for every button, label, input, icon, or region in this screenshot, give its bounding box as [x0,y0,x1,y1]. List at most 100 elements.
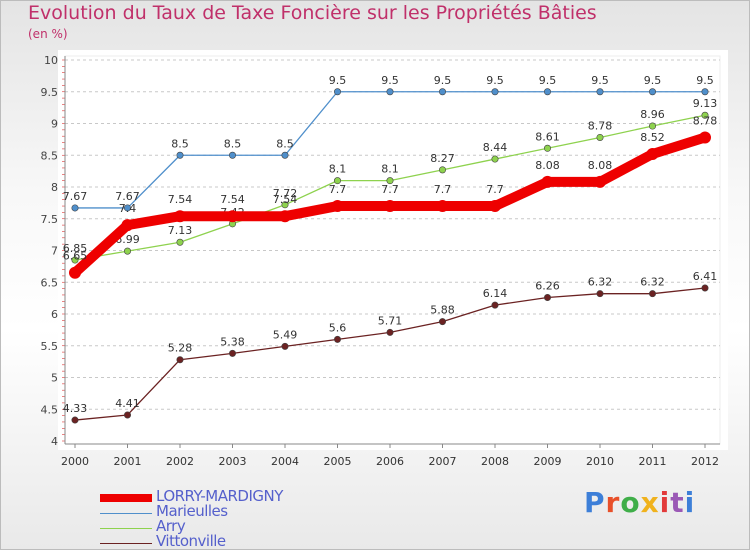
data-label-lorry-mardigny: 7.7 [329,183,347,196]
data-point-marieulles [596,88,604,96]
data-label-marieulles: 9.5 [591,74,609,87]
data-label-arry: 6.85 [63,242,88,255]
data-point-vittonville [386,328,394,336]
x-tick-label: 2000 [61,455,89,468]
data-point-arry [281,201,289,209]
data-point-lorry-mardigny [384,200,396,213]
legend-label-vittonville: Vittonville [156,532,226,550]
x-tick-label: 2005 [324,455,352,468]
y-tick-label: 7 [51,245,58,258]
data-label-vittonville: 5.71 [378,314,403,327]
x-tick-label: 2008 [481,455,509,468]
data-point-arry [438,166,446,174]
data-label-vittonville: 6.41 [693,270,718,283]
data-label-lorry-mardigny: 7.7 [381,183,399,196]
x-tick-label: 2009 [534,455,562,468]
data-point-lorry-mardigny [436,200,449,213]
y-tick-label: 6.5 [41,276,59,289]
data-label-vittonville: 6.14 [483,287,508,300]
y-tick-label: 9 [51,118,58,131]
data-label-vittonville: 5.28 [168,342,193,355]
data-label-arry: 8.78 [588,119,613,132]
data-label-lorry-mardigny: 7.4 [119,202,137,215]
chart-title: Evolution du Taux de Taxe Foncière sur l… [28,2,597,24]
y-tick-label: 4 [51,435,58,448]
data-point-vittonville [596,290,604,298]
data-label-vittonville: 5.6 [329,321,347,334]
data-point-lorry-mardigny [541,175,554,188]
data-point-marieulles [491,88,499,96]
data-point-lorry-mardigny [489,200,501,213]
data-label-arry: 8.1 [329,163,347,176]
data-label-marieulles: 7.67 [115,190,140,203]
y-tick-label: 7.5 [41,213,59,226]
data-point-vittonville [438,318,446,326]
data-label-marieulles: 9.5 [381,74,399,87]
legend-swatch-marieulles [100,513,152,514]
y-tick-label: 10 [44,54,58,67]
data-point-marieulles [281,151,289,159]
data-point-vittonville [71,416,79,424]
data-label-vittonville: 5.88 [430,304,455,317]
data-point-vittonville [701,284,709,292]
data-label-marieulles: 9.5 [539,74,557,87]
data-point-marieulles [386,88,394,96]
data-label-vittonville: 5.38 [220,335,245,348]
x-tick-label: 2002 [166,455,194,468]
data-label-marieulles: 8.5 [276,137,294,150]
x-tick-label: 2003 [219,455,247,468]
x-tick-label: 2012 [691,455,719,468]
data-point-marieulles [648,88,656,96]
data-label-arry: 8.27 [430,152,455,165]
data-point-marieulles [543,88,551,96]
data-point-marieulles [701,88,709,96]
data-label-vittonville: 4.33 [63,402,88,415]
data-point-arry [71,256,79,264]
data-label-marieulles: 8.5 [224,137,242,150]
data-point-lorry-mardigny [69,266,81,279]
x-tick-label: 2007 [429,455,457,468]
proxiti-logo: Proxiti [584,486,696,519]
data-point-lorry-mardigny [646,147,659,160]
data-label-lorry-mardigny: 8.08 [535,159,560,172]
data-label-arry: 8.44 [483,141,508,154]
data-point-arry [701,111,709,119]
y-tick-label: 9.5 [41,86,59,99]
data-label-arry: 9.13 [693,97,718,110]
data-label-lorry-mardigny: 6.65 [63,250,88,263]
data-point-marieulles [438,88,446,96]
data-label-marieulles: 9.5 [696,74,714,87]
x-tick-label: 2001 [114,455,142,468]
legend-label-marieulles: Marieulles [156,502,228,520]
data-point-lorry-mardigny [331,200,344,213]
data-label-arry: 7.13 [168,224,193,237]
data-point-marieulles [176,151,184,159]
data-label-vittonville: 5.49 [273,328,298,341]
data-point-vittonville [124,411,132,419]
data-point-arry [386,177,394,185]
legend-label-lorry-mardigny: LORRY-MARDIGNY [156,487,283,505]
data-point-arry [596,133,604,141]
data-point-lorry-mardigny [594,175,606,188]
legend-label-arry: Arry [156,517,186,535]
legend-swatch-vittonville [100,543,152,544]
data-label-marieulles: 9.5 [644,74,662,87]
chart-unit-label: (en %) [28,27,68,41]
data-label-lorry-mardigny: 7.54 [220,193,245,206]
data-label-lorry-mardigny: 8.78 [693,114,718,127]
data-label-vittonville: 4.41 [115,397,140,410]
data-label-arry: 8.96 [640,108,665,121]
data-point-arry [176,238,184,246]
data-point-marieulles [333,88,341,96]
data-label-lorry-mardigny: 7.7 [486,183,504,196]
x-tick-label: 2011 [639,455,667,468]
data-point-vittonville [229,349,237,357]
data-point-vittonville [333,335,341,343]
data-label-arry: 7.72 [273,187,298,200]
y-tick-label: 4.5 [41,403,59,416]
data-point-arry [543,144,551,152]
data-point-lorry-mardigny [174,210,186,223]
data-point-marieulles [229,151,237,159]
data-point-vittonville [648,290,656,298]
